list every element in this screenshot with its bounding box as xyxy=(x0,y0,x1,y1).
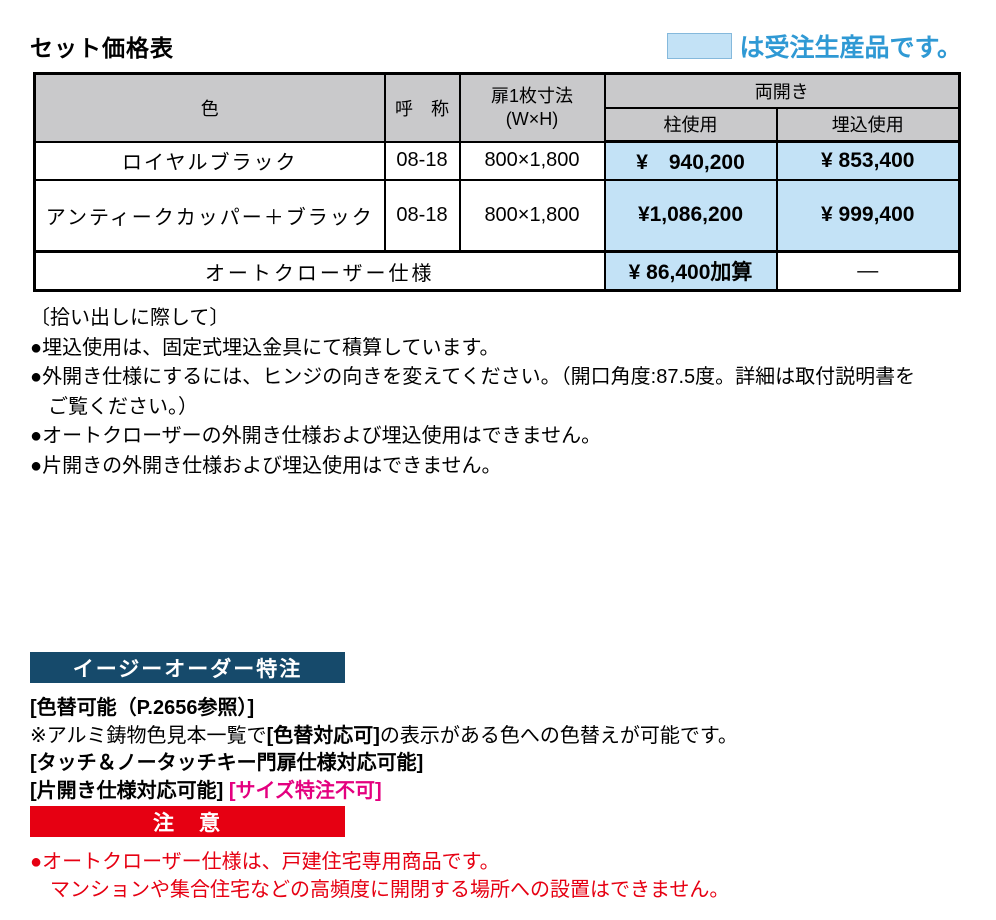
name-cell: 08-18 xyxy=(383,140,461,181)
easy-order-heading: イージーオーダー特注 xyxy=(30,652,345,683)
header-name: 呼 称 xyxy=(383,72,461,143)
highlight-color-swatch xyxy=(667,33,733,59)
easy-order-line: ※アルミ鋳物色見本一覧で[色替対応可]の表示がある色への色替えが可能です。 xyxy=(30,723,738,751)
easy-order-line: [片開き仕様対応可能] [サイズ特注不可] xyxy=(30,778,738,806)
caution-section: 注 意 ●オートクローザー仕様は、戸建住宅専用商品です。 マンションや集合住宅な… xyxy=(30,806,729,904)
easy-order-line: [色替可能（P.2656参照）] xyxy=(30,697,255,719)
pickup-notes: 〔拾い出しに際して〕 ●埋込使用は、固定式埋込金具にて積算しています。 ●外開き… xyxy=(30,304,915,481)
note-line: ●片開きの外開き仕様および埋込使用はできません。 xyxy=(30,454,502,477)
made-to-order-legend: は受注生産品です。 xyxy=(667,28,962,64)
embedded-price-cell: ¥ 853,400 xyxy=(775,140,961,181)
table-row: ロイヤルブラック 08-18 800×1,800 ¥ 940,200 ¥ 853… xyxy=(33,140,961,181)
easy-order-line-prefix: ※アルミ鋳物色見本一覧で xyxy=(30,724,267,747)
easy-order-line-black: [片開き仕様対応可能] xyxy=(30,779,224,802)
pillar-price-cell: ¥ 940,200 xyxy=(603,140,778,181)
caution-heading: 注 意 xyxy=(30,806,345,837)
note-line-continuation: ご覧ください。） xyxy=(48,395,198,418)
header-door-size: 扉1枚寸法 (W×H) xyxy=(458,72,606,143)
size-cell: 800×1,800 xyxy=(458,140,606,181)
page-title: セット価格表 xyxy=(30,35,174,61)
note-line: ●埋込使用は、固定式埋込金具にて積算しています。 xyxy=(30,336,500,359)
notes-heading: 〔拾い出しに際して〕 xyxy=(30,307,230,329)
header-door-size-text: 扉1枚寸法 (W×H) xyxy=(490,86,573,129)
easy-order-section: イージーオーダー特注 [色替可能（P.2656参照）] ※アルミ鋳物色見本一覧で… xyxy=(30,652,738,805)
auto-closer-label-cell: オートクローザー仕様 xyxy=(33,250,606,292)
name-cell: 08-18 xyxy=(383,178,461,253)
caution-line-continuation: マンションや集合住宅などの高頻度に開閉する場所への設置はできません。 xyxy=(50,878,730,901)
pillar-price-cell: ¥1,086,200 xyxy=(603,178,778,253)
color-cell: アンティークカッパー＋ブラック xyxy=(33,178,386,253)
easy-order-line-bold: [色替対応可] xyxy=(266,724,380,747)
note-line: ●外開き仕様にするには、ヒンジの向きを変えてください。（開口角度:87.5度。詳… xyxy=(30,366,916,388)
embedded-price-cell: ¥ 999,400 xyxy=(775,178,961,253)
easy-order-line: [タッチ＆ノータッチキー門扉仕様対応可能] xyxy=(30,752,424,774)
size-custom-not-available-label: [サイズ特注不可] xyxy=(228,779,382,802)
title-row: セット価格表 は受注生産品です。 xyxy=(30,30,962,62)
size-cell: 800×1,800 xyxy=(458,178,606,253)
embedded-price-cell: — xyxy=(775,250,961,292)
set-price-table: 色 呼 称 扉1枚寸法 (W×H) 両開き 柱使用 埋込使用 ロイヤルブラック 0… xyxy=(33,72,961,292)
header-color: 色 xyxy=(33,72,386,143)
easy-order-line-suffix: の表示がある色への色替えが可能です。 xyxy=(379,724,738,747)
header-pillar-use: 柱使用 xyxy=(603,106,778,143)
header-embedded-use: 埋込使用 xyxy=(775,106,961,143)
note-line: ●オートクローザーの外開き仕様および埋込使用はできません。 xyxy=(30,425,602,447)
auto-closer-row: オートクローザー仕様 ¥ 86,400加算 — xyxy=(33,250,961,292)
header-double-leaf: 両開き xyxy=(603,72,961,109)
caution-line: ●オートクローザー仕様は、戸建住宅専用商品です。 xyxy=(30,851,500,873)
color-cell: ロイヤルブラック xyxy=(33,140,386,181)
pillar-price-cell: ¥ 86,400加算 xyxy=(603,250,778,292)
legend-label: は受注生産品です。 xyxy=(739,34,962,62)
table-row: アンティークカッパー＋ブラック 08-18 800×1,800 ¥1,086,2… xyxy=(33,178,961,253)
